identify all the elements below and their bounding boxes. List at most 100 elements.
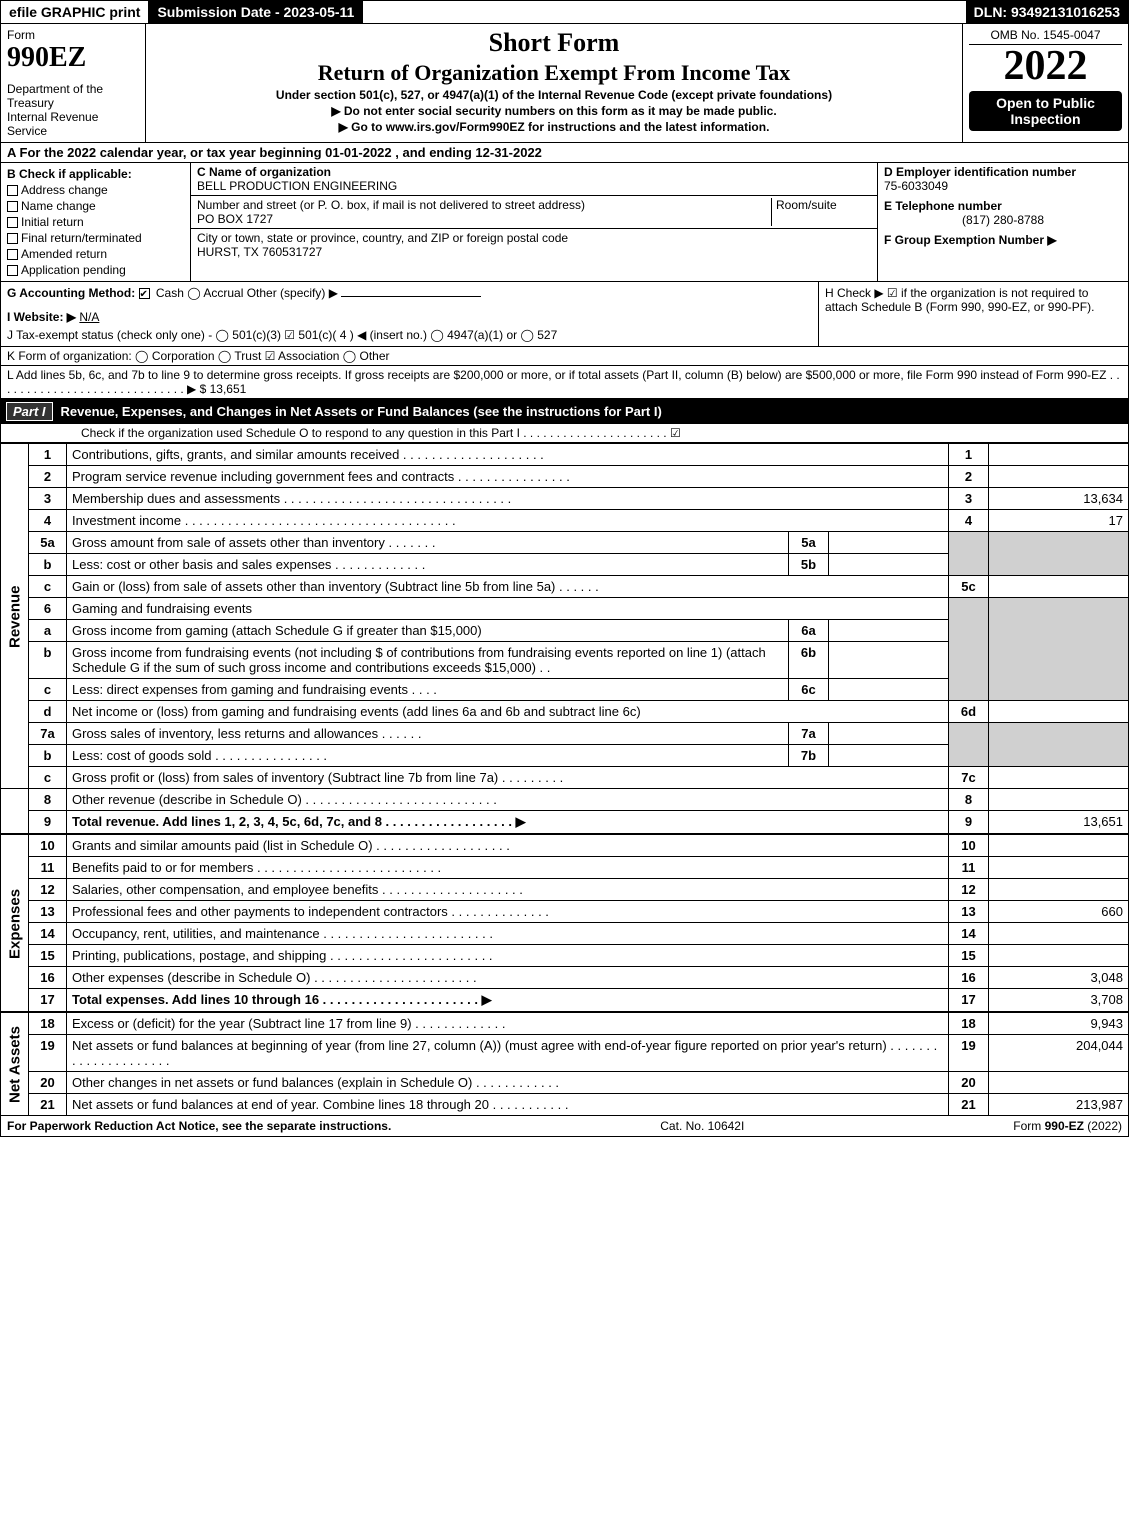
l5ab-shade [949, 532, 989, 576]
l18-desc: Excess or (deficit) for the year (Subtra… [67, 1013, 949, 1035]
l9-amt: 13,651 [989, 811, 1129, 834]
l2-num: 2 [29, 466, 67, 488]
l20-desc: Other changes in net assets or fund bala… [67, 1072, 949, 1094]
l6b-subval [829, 642, 949, 679]
city-value: HURST, TX 760531727 [197, 245, 322, 259]
l8-rnum: 8 [949, 789, 989, 811]
l14-desc: Occupancy, rent, utilities, and maintena… [67, 923, 949, 945]
l7a-num: 7a [29, 723, 67, 745]
l6-desc: Gaming and fundraising events [67, 598, 949, 620]
l4-amt: 17 [989, 510, 1129, 532]
l14-num: 14 [29, 923, 67, 945]
chk-address-change[interactable]: Address change [7, 183, 184, 197]
l5a-subval [829, 532, 949, 554]
section-gh: G Accounting Method: Cash ◯ Accrual Othe… [0, 282, 1129, 347]
l5a-sublbl: 5a [789, 532, 829, 554]
chk-amended-return[interactable]: Amended return [7, 247, 184, 261]
l5b-subval [829, 554, 949, 576]
l13-num: 13 [29, 901, 67, 923]
g-label: G Accounting Method: [7, 286, 135, 300]
l5a-desc: Gross amount from sale of assets other t… [67, 532, 789, 554]
l18-amt: 9,943 [989, 1013, 1129, 1035]
l7b-subval [829, 745, 949, 767]
l6d-rnum: 6d [949, 701, 989, 723]
l6c-desc: Less: direct expenses from gaming and fu… [67, 679, 789, 701]
l15-desc: Printing, publications, postage, and shi… [67, 945, 949, 967]
phone-value: (817) 280-8788 [884, 213, 1122, 227]
inspection-badge: Open to Public Inspection [969, 91, 1122, 131]
l15-num: 15 [29, 945, 67, 967]
l17-rnum: 17 [949, 989, 989, 1012]
efile-label[interactable]: efile GRAPHIC print [1, 1, 149, 23]
l5c-desc: Gain or (loss) from sale of assets other… [67, 576, 949, 598]
l13-amt: 660 [989, 901, 1129, 923]
l7c-num: c [29, 767, 67, 789]
l3-amt: 13,634 [989, 488, 1129, 510]
l6b-sublbl: 6b [789, 642, 829, 679]
footer-mid: Cat. No. 10642I [660, 1119, 744, 1133]
l6a-desc: Gross income from gaming (attach Schedul… [67, 620, 789, 642]
l6d-num: d [29, 701, 67, 723]
website-value: N/A [79, 310, 99, 324]
l17-num: 17 [29, 989, 67, 1012]
room-label: Room/suite [776, 198, 837, 212]
l7b-sublbl: 7b [789, 745, 829, 767]
l1-amt [989, 444, 1129, 466]
l6d-amt [989, 701, 1129, 723]
ein-value: 75-6033049 [884, 179, 1122, 193]
l3-num: 3 [29, 488, 67, 510]
l6c-subval [829, 679, 949, 701]
l5c-rnum: 5c [949, 576, 989, 598]
l7ab-shade-amt [989, 723, 1129, 767]
submission-date: Submission Date - 2023-05-11 [149, 1, 363, 23]
subtitle-link[interactable]: ▶ Go to www.irs.gov/Form990EZ for instru… [154, 120, 954, 134]
l10-amt [989, 835, 1129, 857]
l14-amt [989, 923, 1129, 945]
l8-amt [989, 789, 1129, 811]
l3-desc: Membership dues and assessments . . . . … [67, 488, 949, 510]
section-b-block: B Check if applicable: Address change Na… [0, 163, 1129, 282]
chk-application-pending[interactable]: Application pending [7, 263, 184, 277]
part-1-check: Check if the organization used Schedule … [0, 424, 1129, 443]
i-label: I Website: ▶ [7, 310, 76, 324]
footer-right: Form 990-EZ (2022) [1013, 1119, 1122, 1133]
section-b-label: B Check if applicable: [7, 167, 184, 181]
l16-rnum: 16 [949, 967, 989, 989]
l21-rnum: 21 [949, 1094, 989, 1116]
gh-left: G Accounting Method: Cash ◯ Accrual Othe… [1, 282, 818, 346]
tax-year: 2022 [969, 45, 1122, 87]
l12-rnum: 12 [949, 879, 989, 901]
c-label: C Name of organization [197, 165, 331, 179]
l5c-num: c [29, 576, 67, 598]
l15-rnum: 15 [949, 945, 989, 967]
l5ab-shade-amt [989, 532, 1129, 576]
l6d-desc: Net income or (loss) from gaming and fun… [67, 701, 949, 723]
chk-cash[interactable] [139, 288, 150, 299]
l6b-desc: Gross income from fundraising events (no… [67, 642, 789, 679]
l20-rnum: 20 [949, 1072, 989, 1094]
revenue-table: Revenue 1 Contributions, gifts, grants, … [0, 443, 1129, 834]
subtitle-ssn-warning: ▶ Do not enter social security numbers o… [154, 104, 954, 118]
part-1-title: Revenue, Expenses, and Changes in Net As… [61, 404, 662, 419]
l4-desc: Investment income . . . . . . . . . . . … [67, 510, 949, 532]
chk-name-change[interactable]: Name change [7, 199, 184, 213]
form-number: 990EZ [7, 42, 139, 74]
org-name: BELL PRODUCTION ENGINEERING [197, 179, 397, 193]
l9-num: 9 [29, 811, 67, 834]
l9-desc: Total revenue. Add lines 1, 2, 3, 4, 5c,… [67, 811, 949, 834]
l6-shade-amt [989, 598, 1129, 701]
chk-initial-return[interactable]: Initial return [7, 215, 184, 229]
l7c-rnum: 7c [949, 767, 989, 789]
top-bar: efile GRAPHIC print Submission Date - 20… [0, 0, 1129, 24]
chk-final-return[interactable]: Final return/terminated [7, 231, 184, 245]
l19-amt: 204,044 [989, 1035, 1129, 1072]
l13-desc: Professional fees and other payments to … [67, 901, 949, 923]
l8-num: 8 [29, 789, 67, 811]
l7c-desc: Gross profit or (loss) from sales of inv… [67, 767, 949, 789]
l5a-num: 5a [29, 532, 67, 554]
e-label: E Telephone number [884, 199, 1122, 213]
city-label: City or town, state or province, country… [197, 231, 568, 245]
f-label: F Group Exemption Number ▶ [884, 233, 1122, 247]
l5c-amt [989, 576, 1129, 598]
l12-num: 12 [29, 879, 67, 901]
